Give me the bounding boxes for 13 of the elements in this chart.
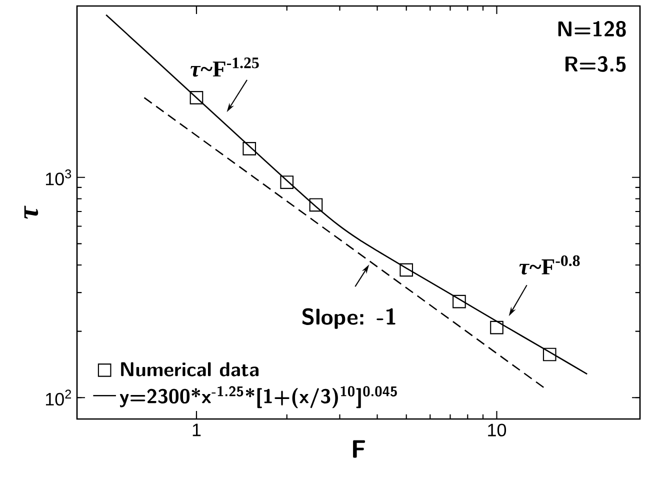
annotation: N=128 (558, 21, 626, 37)
annotation: R=3.5 (566, 56, 626, 72)
y-tick-label: 10$^{3}$ (46, 169, 72, 186)
annotation: Slope: -1 (302, 308, 396, 329)
annotation: τ~F$^{-0.8}$ (519, 255, 580, 275)
x-tick-label: 1 (192, 424, 201, 436)
y-tick-label: 10$^{2}$ (46, 390, 71, 406)
x-axis-title: F (353, 440, 366, 458)
y-axis-title: τ (24, 206, 38, 219)
legend-label: y=2300*x$^{-1.25}$*[1+(x/3)$^{10}$]$^{0.045}$ (120, 386, 397, 408)
legend-label: Numerical data (121, 362, 259, 376)
x-tick-label: 10 (488, 424, 506, 436)
annotation: τ~F$^{-1.25}$ (190, 58, 259, 77)
